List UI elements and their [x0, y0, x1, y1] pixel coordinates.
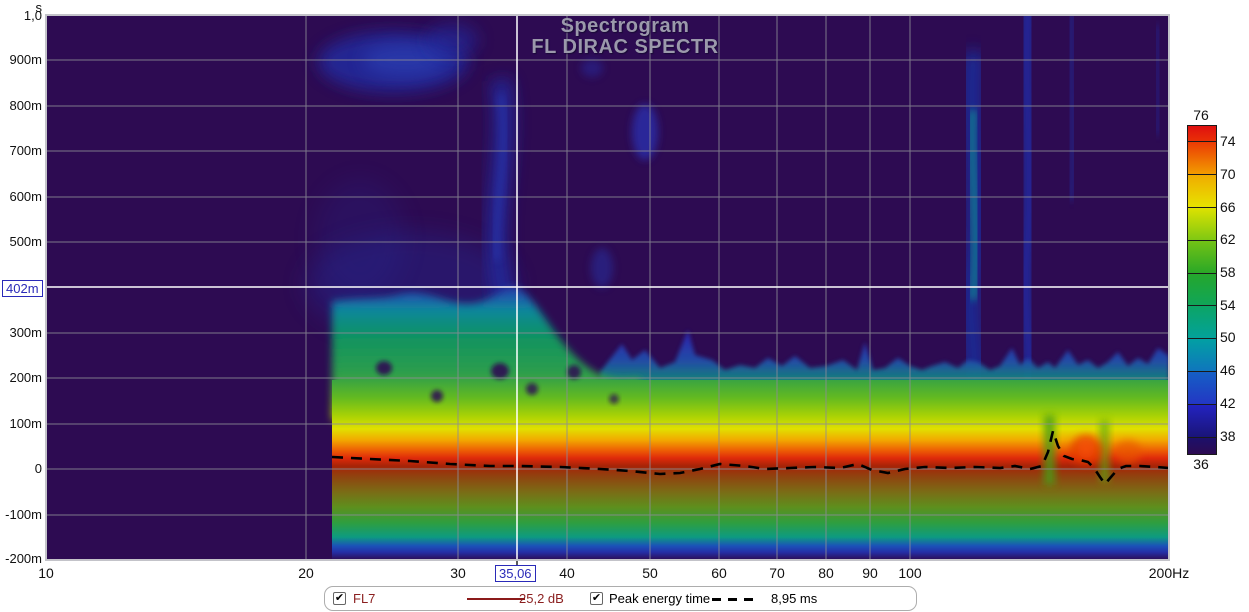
colorbar-tick-label: 46: [1220, 362, 1236, 378]
colorbar-tick-label: 66: [1220, 199, 1236, 215]
y-tick-label: -100m: [5, 507, 42, 522]
x-tick-label: 70: [769, 565, 785, 581]
y-tick-label: 600m: [9, 189, 42, 204]
colorbar-segment: [1188, 405, 1216, 438]
colorbar-min-label: 36: [1193, 456, 1209, 472]
peak-energy-time-value: 8,95 ms: [771, 591, 818, 606]
y-tick-label: 200m: [9, 370, 42, 385]
peak-energy-time-label: Peak energy time: [609, 591, 711, 606]
colorbar-tick-label: 50: [1220, 329, 1236, 345]
colorbar-segment: [1188, 339, 1216, 372]
chart-title: Spectrogram: [560, 15, 690, 37]
colorbar-tick-label: 58: [1220, 264, 1236, 280]
y-tick-label: 500m: [9, 234, 42, 249]
cursor-time-readout: 402m: [2, 280, 43, 297]
y-tick-label: -200m: [5, 551, 42, 566]
colorbar-segment: [1188, 306, 1216, 339]
legend-bar: ✔ FL7 25,2 dB ✔ Peak energy time 8,95 ms: [324, 586, 917, 611]
y-tick-label: 300m: [9, 325, 42, 340]
colorbar-segment: [1188, 175, 1216, 208]
x-tick-label: 60: [711, 565, 727, 581]
peak-energy-time-checkbox[interactable]: ✔: [590, 592, 603, 605]
y-axis-unit: s: [35, 0, 43, 15]
x-tick-label: 80: [818, 565, 834, 581]
colorbar-tick-label: 70: [1220, 166, 1236, 182]
x-tick-label: 40: [559, 565, 575, 581]
cursor-frequency-readout: 35,06: [495, 565, 536, 582]
trace-line-swatch: [467, 598, 525, 600]
check-icon: ✔: [591, 592, 602, 604]
cursor-crosshair[interactable]: [46, 15, 1169, 560]
y-tick-label: 700m: [9, 143, 42, 158]
x-tick-label: 20: [298, 565, 314, 581]
colorbar-segment: [1188, 438, 1216, 454]
colorbar-tick-label: 74: [1220, 133, 1236, 149]
trace-enabled-checkbox[interactable]: ✔: [333, 592, 346, 605]
y-tick-label: 0: [34, 461, 42, 476]
peak-energy-time-line: [331, 426, 1170, 487]
x-tick-label: 30: [450, 565, 466, 581]
colorbar-segment: [1188, 208, 1216, 241]
check-icon: ✔: [334, 592, 345, 604]
colorbar-tick-label: 38: [1220, 428, 1236, 444]
y-tick-label: 900m: [9, 52, 42, 67]
plot-border: [45, 14, 1170, 561]
trace-cursor-level: 25,2 dB: [519, 591, 564, 606]
x-tick-label: 50: [642, 565, 658, 581]
colorbar: [1187, 125, 1217, 455]
spectrogram-energy-layers: [305, 15, 1169, 560]
colorbar-tick-label: 62: [1220, 231, 1236, 247]
colorbar-segment: [1188, 126, 1216, 142]
x-tick-label: 200Hz: [1148, 565, 1190, 581]
colorbar-segment: [1188, 274, 1216, 306]
colorbar-segment: [1188, 372, 1216, 405]
x-tick-label: 100: [898, 565, 922, 581]
x-tick-label: 10: [38, 565, 54, 581]
y-tick-label: 100m: [9, 416, 42, 431]
chart-subtitle: FL DIRAC SPECTR: [531, 36, 719, 58]
y-tick-label: 800m: [9, 98, 42, 113]
x-tick-label: 90: [862, 565, 878, 581]
colorbar-segment: [1188, 142, 1216, 175]
colorbar-tick-label: 42: [1220, 395, 1236, 411]
trace-label: FL7: [353, 591, 376, 606]
colorbar-tick-label: 54: [1220, 297, 1236, 313]
grid-lines: [46, 15, 1169, 560]
colorbar-max-label: 76: [1193, 107, 1209, 123]
y-tick-label: 1,0: [23, 8, 42, 23]
peak-line-dash-swatch: [712, 598, 756, 601]
colorbar-segment: [1188, 241, 1216, 274]
